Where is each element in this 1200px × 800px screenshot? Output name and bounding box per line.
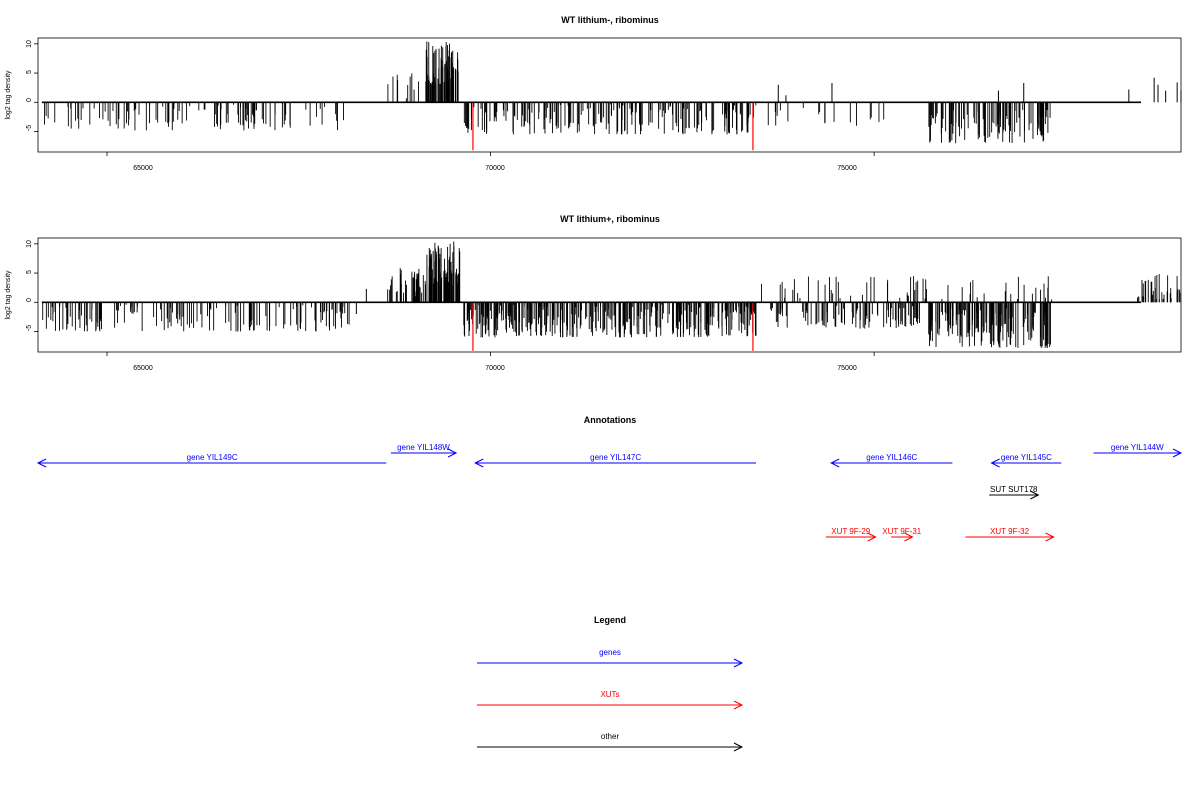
- legend-entry: XUTs: [477, 690, 744, 710]
- panel-2-x-tick: 70000: [485, 365, 505, 372]
- panel-1-x-tick: 75000: [837, 165, 857, 172]
- panel-1-bars: [41, 41, 1182, 151]
- annotation-label: XUT 9F-31: [882, 527, 922, 536]
- annotation-label: SUT SUT178: [990, 485, 1038, 494]
- legend-panel: Legend genes XUTs other: [477, 615, 744, 752]
- arrow-head-icon: [733, 658, 744, 668]
- panel-2-y-tick: 10: [26, 240, 33, 248]
- annotation-gene: gene YIL145C: [990, 453, 1062, 468]
- panel-1-x-tick: 70000: [485, 165, 505, 172]
- annotation-label: gene YIL148W: [397, 443, 450, 452]
- annotations-title: Annotations: [584, 415, 637, 425]
- panel-2-axes: log2 tag density 10 5 0 -5 65000 70000 7…: [5, 240, 875, 372]
- arrow-head-icon: [733, 700, 744, 710]
- panel-1-y-tick: 10: [26, 40, 33, 48]
- legend-label: genes: [599, 648, 621, 657]
- panel-2-x-tick: 65000: [133, 365, 153, 372]
- panel-1-y-label: log2 tag density: [5, 70, 12, 120]
- arrow-head-icon: [830, 458, 840, 468]
- annotation-label: gene YIL144W: [1111, 443, 1164, 452]
- legend-entry: genes: [477, 648, 744, 668]
- legend-label: XUTs: [600, 690, 619, 699]
- panel-1-y-tick: 0: [26, 98, 33, 102]
- annotation-gene: gene YIL148W: [390, 443, 458, 458]
- panel-2-bars: [41, 241, 1181, 351]
- arrow-head-icon: [1045, 532, 1055, 542]
- legend-title: Legend: [594, 615, 626, 625]
- legend-entry: other: [477, 732, 744, 752]
- annotation-label: gene YIL145C: [1001, 453, 1052, 462]
- panel-1-y-tick: 5: [26, 70, 33, 74]
- annotation-label: gene YIL146C: [866, 453, 917, 462]
- arrow-head-icon: [990, 458, 1000, 468]
- annotation-label: XUT 9F-32: [990, 527, 1030, 536]
- panel-1-axes: log2 tag density 10 5 0 -5 65000 70000 7…: [5, 40, 875, 172]
- panel-lithium-minus: WT lithium-, ribominus log2 tag density …: [5, 15, 1182, 172]
- panel-1-x-tick: 65000: [133, 165, 153, 172]
- panel-2-title: WT lithium+, ribominus: [560, 214, 660, 224]
- legend-entries: genes XUTs other: [477, 648, 744, 752]
- annotation-label: gene YIL149C: [187, 453, 238, 462]
- panel-lithium-plus: WT lithium+, ribominus log2 tag density …: [5, 214, 1182, 372]
- arrow-head-icon: [867, 532, 877, 542]
- panel-2-y-tick: 0: [26, 298, 33, 302]
- arrow-head-icon: [447, 448, 458, 458]
- arrow-head-icon: [733, 742, 744, 752]
- panel-2-y-label: log2 tag density: [5, 270, 12, 320]
- panel-2-y-tick: 5: [26, 270, 33, 274]
- arrow-head-icon: [1030, 490, 1040, 500]
- annotation-gene: gene YIL146C: [830, 453, 953, 468]
- annotation-xut: XUT 9F-29: [825, 527, 877, 542]
- annotation-other: SUT SUT178: [989, 485, 1040, 500]
- panel-2-frame: [37, 237, 1182, 353]
- annotation-features: gene YIL149C gene YIL148W gene YIL147C gene…: [36, 443, 1183, 542]
- arrow-head-icon: [904, 532, 914, 542]
- panel-1-title: WT lithium-, ribominus: [561, 15, 659, 25]
- panel-1-y-tick: -5: [26, 125, 33, 131]
- legend-label: other: [601, 732, 620, 741]
- annotation-gene: gene YIL149C: [36, 453, 387, 468]
- annotation-label: gene YIL147C: [590, 453, 641, 462]
- arrow-head-icon: [36, 458, 47, 468]
- annotation-xut: XUT 9F-32: [965, 527, 1055, 542]
- annotation-gene: gene YIL144W: [1093, 443, 1183, 458]
- annotation-gene: gene YIL147C: [474, 453, 757, 468]
- annotation-label: XUT 9F-29: [831, 527, 871, 536]
- panel-2-y-tick: -5: [26, 325, 33, 331]
- annotation-xut: XUT 9F-31: [882, 527, 922, 542]
- arrow-head-icon: [1172, 448, 1183, 458]
- arrow-head-icon: [474, 458, 484, 468]
- panel-2-x-tick: 75000: [837, 365, 857, 372]
